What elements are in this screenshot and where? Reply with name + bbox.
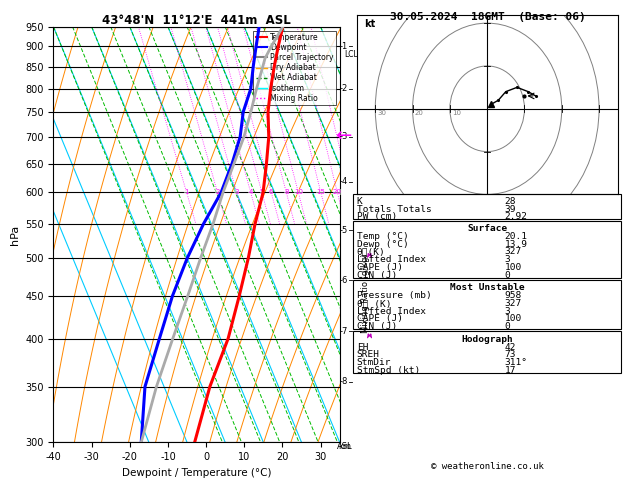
Text: 327: 327 — [504, 247, 521, 257]
Text: 10: 10 — [452, 110, 460, 116]
Text: CAPE (J): CAPE (J) — [357, 314, 403, 324]
Text: 20: 20 — [333, 190, 342, 195]
Text: Lifted Index: Lifted Index — [357, 307, 426, 316]
Text: 10: 10 — [294, 190, 303, 195]
Text: 73: 73 — [504, 350, 516, 360]
Text: Dewp (°C): Dewp (°C) — [357, 240, 408, 249]
Legend: Temperature, Dewpoint, Parcel Trajectory, Dry Adiabat, Wet Adiabat, Isotherm, Mi: Temperature, Dewpoint, Parcel Trajectory… — [253, 31, 336, 105]
Text: 0: 0 — [504, 271, 510, 280]
Text: CAPE (J): CAPE (J) — [357, 263, 403, 272]
Text: 311°: 311° — [504, 358, 528, 367]
Text: -6: -6 — [340, 276, 348, 285]
Text: © weatheronline.co.uk: © weatheronline.co.uk — [431, 462, 544, 471]
Text: ←: ← — [335, 126, 351, 146]
Text: 2.92: 2.92 — [504, 212, 528, 222]
Text: 6: 6 — [269, 190, 274, 195]
Text: -8: -8 — [340, 377, 348, 386]
Text: 2: 2 — [215, 190, 220, 195]
Y-axis label: hPa: hPa — [9, 225, 19, 244]
Text: 28: 28 — [504, 197, 516, 206]
Text: Totals Totals: Totals Totals — [357, 205, 431, 214]
Text: Most Unstable: Most Unstable — [450, 283, 525, 293]
Text: Hodograph: Hodograph — [462, 335, 513, 344]
Title: 43°48'N  11°12'E  441m  ASL: 43°48'N 11°12'E 441m ASL — [102, 14, 291, 27]
Text: LCL: LCL — [344, 50, 357, 59]
Text: PW (cm): PW (cm) — [357, 212, 397, 222]
Text: Mixing Ratio (g/kg): Mixing Ratio (g/kg) — [360, 254, 370, 333]
Text: 39: 39 — [504, 205, 516, 214]
Text: Lifted Index: Lifted Index — [357, 255, 426, 264]
Text: CIN (J): CIN (J) — [357, 271, 397, 280]
Text: Temp (°C): Temp (°C) — [357, 232, 408, 241]
Text: K: K — [357, 197, 362, 206]
Text: StmDir: StmDir — [357, 358, 391, 367]
Text: -7: -7 — [340, 327, 348, 336]
Text: 0: 0 — [504, 322, 510, 331]
Text: Surface: Surface — [467, 224, 508, 233]
Text: Pressure (mb): Pressure (mb) — [357, 291, 431, 300]
Text: -3: -3 — [340, 132, 348, 141]
Text: 30.05.2024  18GMT  (Base: 06): 30.05.2024 18GMT (Base: 06) — [389, 12, 586, 22]
Text: StmSpd (kt): StmSpd (kt) — [357, 366, 420, 375]
Text: 100: 100 — [504, 263, 521, 272]
Text: SREH: SREH — [357, 350, 380, 360]
Text: EH: EH — [357, 343, 368, 352]
Text: 42: 42 — [504, 343, 516, 352]
Text: 1: 1 — [184, 190, 189, 195]
Text: 100: 100 — [504, 314, 521, 324]
Text: km: km — [338, 442, 351, 451]
Text: 4: 4 — [248, 190, 253, 195]
Text: 15: 15 — [316, 190, 325, 195]
Text: 958: 958 — [504, 291, 521, 300]
Text: CIN (J): CIN (J) — [357, 322, 397, 331]
Text: 3: 3 — [235, 190, 239, 195]
Text: kt: kt — [364, 19, 376, 30]
Text: 13.9: 13.9 — [504, 240, 528, 249]
X-axis label: Dewpoint / Temperature (°C): Dewpoint / Temperature (°C) — [122, 468, 271, 478]
Text: 3: 3 — [504, 255, 510, 264]
Text: 327: 327 — [504, 299, 521, 308]
Text: θᴄ (K): θᴄ (K) — [357, 299, 391, 308]
Text: θᴄ(K): θᴄ(K) — [357, 247, 386, 257]
Text: 30: 30 — [377, 110, 386, 116]
Text: 5: 5 — [260, 190, 264, 195]
Text: 8: 8 — [284, 190, 289, 195]
Text: -2: -2 — [340, 84, 348, 93]
Text: 3: 3 — [504, 307, 510, 316]
Text: -5: -5 — [340, 226, 348, 235]
Text: ASL: ASL — [337, 442, 352, 451]
Text: 20: 20 — [415, 110, 423, 116]
Text: 17: 17 — [504, 366, 516, 375]
Text: -4: -4 — [340, 177, 348, 186]
Text: 20.1: 20.1 — [504, 232, 528, 241]
Text: -1: -1 — [340, 42, 348, 51]
